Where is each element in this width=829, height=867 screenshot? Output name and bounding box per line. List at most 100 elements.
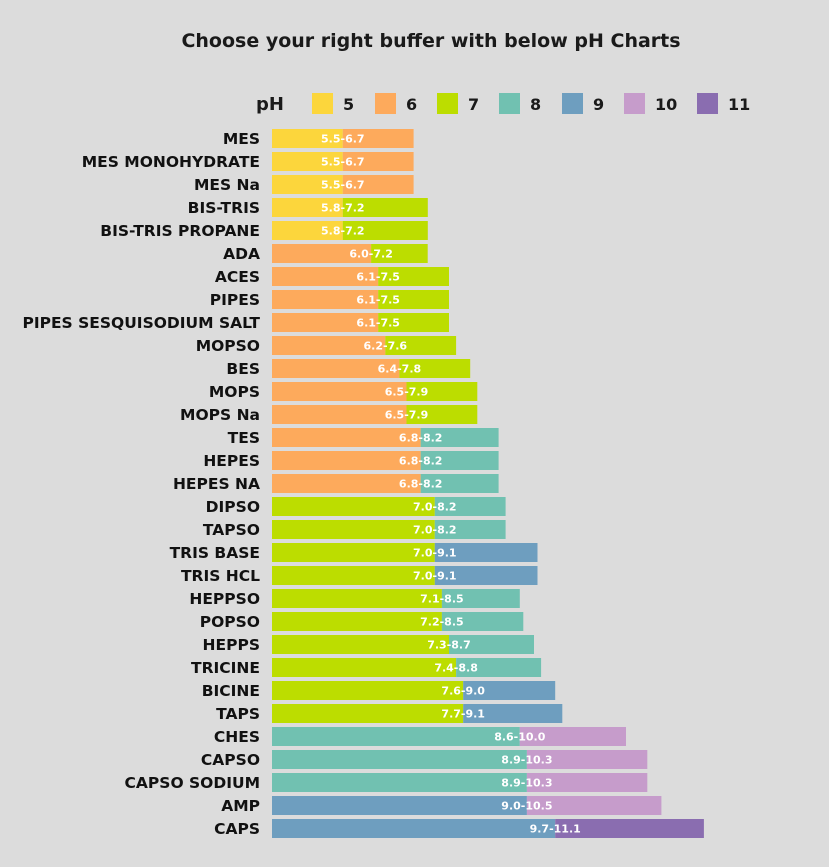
bar-segment-taps-ph7	[272, 704, 464, 723]
bar-segment-hepes-na-ph8	[420, 474, 499, 493]
range-label-bis-tris-propane: 5.8-7.2	[321, 225, 365, 238]
category-label-caps: CAPS	[214, 820, 260, 838]
bar-row-tris-base: 7.0-9.1	[272, 543, 538, 562]
range-label-pipes: 6.1-7.5	[356, 294, 400, 307]
legend: 5 6 7 8 9 10 11	[312, 93, 750, 114]
category-label-taps: TAPS	[216, 705, 260, 723]
range-label-mes-monohydrate: 5.5-6.7	[321, 156, 365, 169]
bar-segment-tapso-ph8	[434, 520, 506, 539]
range-label-tricine: 7.4-8.8	[434, 662, 478, 675]
category-label-heppso: HEPPSO	[189, 590, 260, 608]
range-label-taps: 7.7-9.1	[441, 708, 485, 721]
range-label-heppso: 7.1-8.5	[420, 593, 464, 606]
legend-label-ph-7: 7	[468, 95, 479, 114]
range-label-mopso: 6.2-7.6	[364, 340, 408, 353]
bar-row-ches: 8.6-10.0	[272, 727, 626, 746]
bar-segment-pipes-sesquisodium-salt-ph7	[378, 313, 449, 332]
range-label-amp: 9.0-10.5	[501, 800, 552, 813]
category-label-mops: MOPS	[209, 383, 260, 401]
range-label-tris-hcl: 7.0-9.1	[413, 570, 457, 583]
range-label-popso: 7.2-8.5	[420, 616, 464, 629]
category-label-tris-hcl: TRIS HCL	[181, 567, 260, 585]
legend-label-ph-6: 6	[406, 95, 417, 114]
bar-segment-mes-monohydrate-ph5	[272, 152, 343, 171]
bar-segment-heppso-ph7	[272, 589, 442, 608]
range-label-mops: 6.5-7.9	[385, 386, 429, 399]
bar-segment-mopso-ph7	[385, 336, 457, 355]
legend-label-ph-10: 10	[655, 95, 677, 114]
bar-segment-pipes-sesquisodium-salt-ph6	[272, 313, 379, 332]
bar-segment-mes-na-ph6	[342, 175, 414, 194]
bar-row-popso: 7.2-8.5	[272, 612, 524, 631]
range-label-bis-tris: 5.8-7.2	[321, 202, 365, 215]
bar-row-tricine: 7.4-8.8	[272, 658, 542, 677]
bar-segment-ches-ph10	[519, 727, 626, 746]
bar-segment-pipes-ph7	[378, 290, 449, 309]
category-label-dipso: DIPSO	[206, 498, 260, 516]
legend-swatch-ph-10	[624, 93, 645, 114]
legend-swatch-ph-9	[562, 93, 583, 114]
category-label-mes-na: MES Na	[194, 176, 260, 194]
bar-segment-mops-na-ph6	[272, 405, 407, 424]
category-label-popso: POPSO	[200, 613, 260, 631]
bar-segment-dipso-ph7	[272, 497, 435, 516]
bar-segment-capso-ph8	[272, 750, 527, 769]
bar-segment-heppso-ph8	[441, 589, 520, 608]
bar-segment-amp-ph9	[272, 796, 527, 815]
bar-segment-aces-ph7	[378, 267, 449, 286]
category-label-capso-sodium: CAPSO SODIUM	[125, 774, 260, 792]
bars: 5.5-6.7 5.5-6.7 5.5-6.7 5.8-7.2 5.8-7.2 6.0-7…	[272, 129, 704, 838]
bar-row-capso-sodium: 8.9-10.3	[272, 773, 648, 792]
bar-segment-mops-ph7	[406, 382, 478, 401]
bar-row-bis-tris-propane: 5.8-7.2	[272, 221, 428, 240]
bar-segment-hepes-na-ph6	[272, 474, 421, 493]
category-label-mes-monohydrate: MES MONOHYDRATE	[82, 153, 260, 171]
bar-row-tapso: 7.0-8.2	[272, 520, 506, 539]
bar-segment-mes-na-ph5	[272, 175, 343, 194]
range-label-pipes-sesquisodium-salt: 6.1-7.5	[356, 317, 400, 330]
bar-segment-caps-ph11	[555, 819, 704, 838]
bar-segment-popso-ph7	[272, 612, 442, 631]
category-label-amp: AMP	[221, 797, 260, 815]
range-label-ches: 8.6-10.0	[494, 731, 546, 744]
bar-row-mopso: 6.2-7.6	[272, 336, 457, 355]
bar-segment-bes-ph7	[399, 359, 471, 378]
category-label-ches: CHES	[214, 728, 260, 746]
bar-segment-bes-ph6	[272, 359, 400, 378]
bar-segment-tris-base-ph9	[434, 543, 538, 562]
bar-row-tes: 6.8-8.2	[272, 428, 499, 447]
legend-label-ph-5: 5	[343, 95, 354, 114]
category-label-bes: BES	[226, 360, 260, 378]
bar-segment-tapso-ph7	[272, 520, 435, 539]
bar-row-mes-na: 5.5-6.7	[272, 175, 414, 194]
bar-segment-mops-ph6	[272, 382, 407, 401]
bar-row-bicine: 7.6-9.0	[272, 681, 556, 700]
category-label-mops-na: MOPS Na	[180, 406, 260, 424]
bar-segment-tricine-ph7	[272, 658, 457, 677]
range-label-tapso: 7.0-8.2	[413, 524, 457, 537]
bar-segment-ada-ph7	[371, 244, 428, 263]
range-label-capso: 8.9-10.3	[501, 754, 552, 767]
bar-segment-dipso-ph8	[434, 497, 506, 516]
legend-label-ph-9: 9	[593, 95, 604, 114]
category-label-tris-base: TRIS BASE	[170, 544, 260, 562]
category-label-bis-tris: BIS-TRIS	[188, 199, 260, 217]
category-label-tricine: TRICINE	[191, 659, 260, 677]
bar-segment-bis-tris-propane-ph7	[342, 221, 428, 240]
bar-row-mes: 5.5-6.7	[272, 129, 414, 148]
bar-segment-taps-ph9	[463, 704, 563, 723]
range-label-mops-na: 6.5-7.9	[385, 409, 429, 422]
bar-row-bis-tris: 5.8-7.2	[272, 198, 428, 217]
range-label-aces: 6.1-7.5	[356, 271, 400, 284]
category-labels: MES MES MONOHYDRATE MES Na BIS-TRIS BIS-TRIS…	[22, 130, 260, 838]
bar-row-hepes: 6.8-8.2	[272, 451, 499, 470]
category-label-hepes-na: HEPES NA	[173, 475, 260, 493]
category-label-bicine: BICINE	[202, 682, 260, 700]
bar-segment-tes-ph8	[420, 428, 499, 447]
category-label-bis-tris-propane: BIS-TRIS PROPANE	[100, 222, 260, 240]
legend-label-ph-8: 8	[530, 95, 541, 114]
bar-segment-capso-sodium-ph8	[272, 773, 527, 792]
bar-segment-ches-ph8	[272, 727, 520, 746]
